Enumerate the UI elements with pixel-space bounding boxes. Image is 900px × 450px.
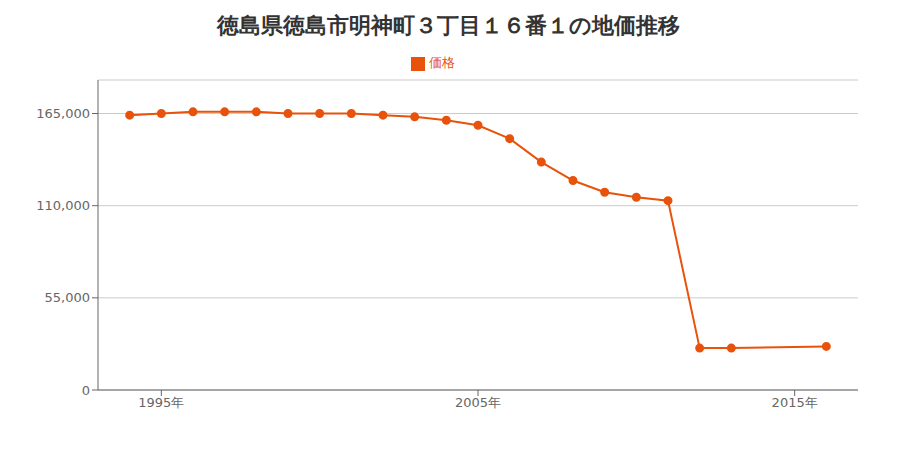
html-text:価格: 価格 — [429, 55, 455, 70]
svg-text:165,000: 165,000 — [36, 106, 90, 121]
svg-text:1995年: 1995年 — [138, 395, 184, 410]
svg-text:0: 0 — [82, 383, 90, 398]
html-text:徳島県徳島市明神町３丁目１６番１の地価推移: 徳島県徳島市明神町３丁目１６番１の地価推移 — [216, 13, 680, 38]
svg-text:110,000: 110,000 — [36, 198, 90, 213]
svg-text:2015年: 2015年 — [772, 395, 818, 410]
svg-text:2005年: 2005年 — [455, 395, 501, 410]
svg-text:55,000: 55,000 — [45, 290, 91, 305]
